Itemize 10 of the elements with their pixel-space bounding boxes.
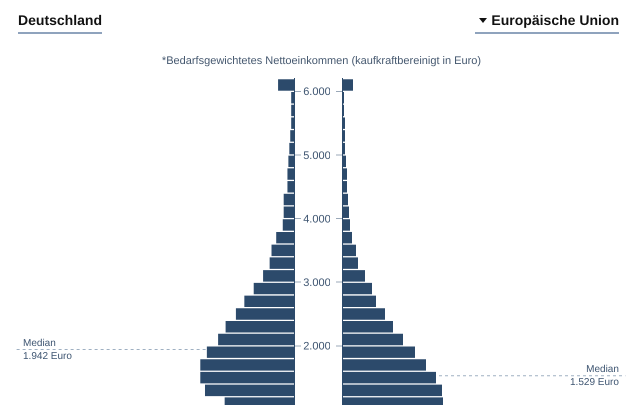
text: Europäische Union xyxy=(491,12,619,28)
text: Deutschland xyxy=(18,12,102,28)
y-tick-label: 5.000 xyxy=(303,150,331,162)
text: *Bedarfsgewichtetes Nettoeinkommen (kaufkraftbereinigt in Euro) xyxy=(160,55,482,67)
y-tick-label: 2.000 xyxy=(303,340,331,353)
y-tick-label: 4.000 xyxy=(303,213,331,226)
ref-line-label: Median 1.529 Euro xyxy=(570,364,620,388)
y-tick-label: 6.000 xyxy=(303,86,331,98)
ref-line-label: Median 1.942 Euro xyxy=(23,338,72,362)
y-tick-label: 3.000 xyxy=(303,277,331,290)
